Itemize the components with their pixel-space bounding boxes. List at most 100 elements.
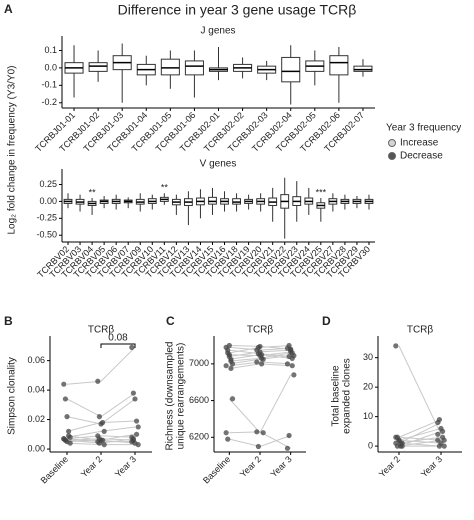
point	[61, 381, 67, 387]
point	[435, 419, 441, 426]
point	[130, 436, 136, 442]
p-value: 0.08	[108, 333, 128, 344]
point	[259, 355, 265, 361]
legend-swatch	[388, 152, 396, 160]
y-axis-label: expanded clones	[342, 358, 353, 434]
bracket	[100, 343, 136, 348]
y-tick-label: 0.00	[27, 443, 45, 453]
pair-line	[398, 419, 442, 438]
pair-line	[66, 398, 136, 425]
legend-swatch	[388, 139, 396, 147]
box	[184, 60, 204, 76]
y-tick-label: 0.00	[39, 196, 57, 206]
pair-line	[398, 439, 442, 444]
pair-line	[229, 431, 291, 449]
point	[134, 431, 140, 437]
legend-label: Decrease	[400, 151, 443, 162]
x-tick-label: Year 2	[238, 454, 263, 479]
y-tick-label: 0.0	[44, 62, 57, 72]
y-tick-label: 20	[363, 382, 373, 392]
point	[62, 396, 68, 402]
pair-line	[66, 426, 136, 438]
panel-letter: B	[4, 314, 13, 328]
point	[101, 442, 107, 448]
box	[88, 62, 108, 72]
point	[64, 414, 70, 420]
subtitle: V genes	[200, 159, 237, 170]
pair-line	[66, 347, 136, 385]
pair-line	[228, 374, 292, 434]
box	[329, 55, 349, 76]
y-tick-label: 0	[368, 440, 373, 450]
x-tick-label: Year 3	[113, 454, 138, 479]
pair-line	[66, 392, 136, 418]
box	[353, 65, 373, 72]
x-tick-label: Baseline	[201, 454, 232, 485]
panel-title: TCRβ	[88, 325, 115, 336]
x-tick-label: Baseline	[39, 454, 70, 485]
y-tick-label: 0.1	[44, 45, 57, 55]
point	[289, 350, 295, 356]
panel-letter: A	[4, 2, 13, 16]
y-axis-label: unique rearrangements)	[176, 343, 187, 450]
point	[284, 445, 291, 451]
y-tick-label: 30	[363, 352, 373, 362]
pair-line	[398, 436, 442, 441]
point	[134, 418, 140, 424]
point	[257, 349, 263, 355]
point	[260, 430, 266, 436]
significance: ***	[316, 187, 327, 197]
y-axis-label: Simpson clonality	[7, 357, 18, 435]
point	[259, 361, 265, 367]
point	[399, 440, 405, 446]
significance: **	[161, 183, 169, 193]
point	[132, 396, 138, 402]
point	[257, 343, 263, 350]
point	[135, 424, 141, 430]
point	[96, 440, 102, 446]
x-tick-label: Year 2	[377, 454, 402, 479]
point	[228, 358, 234, 364]
point	[291, 372, 297, 378]
point	[100, 419, 106, 426]
y-tick-label: -0.1	[41, 80, 57, 90]
pair-line	[398, 422, 442, 444]
point	[393, 434, 399, 440]
y-axis-label: Log₂ fold change in frequency (Y3/Y0)	[7, 66, 18, 235]
y-tick-label: -0.50	[36, 230, 57, 240]
y-tick-label: 6200	[189, 432, 209, 442]
point	[67, 440, 73, 446]
point	[435, 437, 441, 443]
point	[96, 414, 102, 420]
point	[135, 442, 141, 448]
point	[226, 342, 232, 349]
point	[254, 359, 260, 365]
point	[130, 390, 136, 396]
figure-title: Difference in year 3 gene usage TCRβ	[118, 2, 357, 18]
x-tick-label: Year 3	[419, 454, 444, 479]
point	[435, 431, 441, 437]
y-tick-label: 0.02	[27, 414, 45, 424]
point	[223, 363, 229, 369]
subtitle: J genes	[200, 26, 235, 37]
pair-line	[398, 345, 442, 435]
y-tick-label: 10	[363, 411, 373, 421]
point	[95, 378, 101, 384]
point	[66, 428, 72, 434]
point	[225, 436, 231, 442]
point	[226, 353, 232, 360]
point	[62, 437, 68, 443]
point	[284, 361, 291, 367]
point	[440, 428, 446, 434]
box	[281, 56, 301, 83]
x-tick-label: Year 2	[79, 454, 104, 479]
point	[228, 365, 234, 372]
pair-line	[398, 439, 442, 447]
panel-letter: C	[166, 314, 175, 328]
legend-label: Increase	[400, 138, 439, 149]
point	[223, 430, 229, 436]
y-tick-label: -0.2	[41, 97, 57, 107]
pair-line	[398, 436, 442, 444]
panel-letter: D	[322, 314, 331, 328]
point	[129, 344, 135, 350]
